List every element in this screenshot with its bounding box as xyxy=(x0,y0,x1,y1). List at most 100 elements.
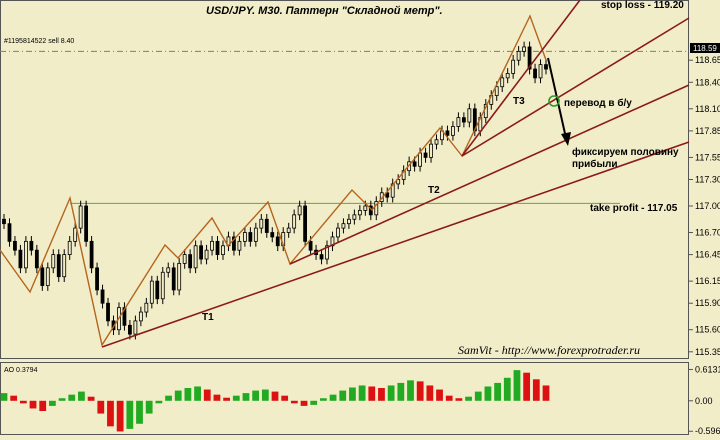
ao-bar xyxy=(116,400,124,432)
candle-body xyxy=(106,302,110,322)
candle-body xyxy=(221,245,225,256)
candle-body xyxy=(45,267,50,286)
candle-body xyxy=(259,218,264,229)
candle-body xyxy=(253,227,258,242)
candle-body xyxy=(242,232,247,242)
price-tick-label: 117.55 xyxy=(695,152,720,162)
candle-body xyxy=(494,86,499,96)
candle-body xyxy=(84,205,89,242)
candle-body xyxy=(237,240,242,251)
candle-body xyxy=(429,143,433,158)
ao-bar xyxy=(39,400,47,412)
ao-bar xyxy=(503,377,511,401)
candle-body xyxy=(210,240,214,251)
price-tick-label: 116.15 xyxy=(695,276,720,286)
price-tick-label: 115.90 xyxy=(695,298,720,308)
price-tick-label: 118.40 xyxy=(695,77,720,87)
price-tick-label: 116.45 xyxy=(695,250,720,260)
trend-label-t1: T1 xyxy=(202,312,214,323)
ao-bar xyxy=(349,387,356,401)
candle-body xyxy=(193,245,198,269)
ao-bar xyxy=(300,400,308,406)
candle-body xyxy=(363,205,368,211)
ao-bar xyxy=(136,400,143,424)
trendline-t1 xyxy=(101,141,690,348)
ao-bar xyxy=(368,386,376,401)
ao-histogram xyxy=(0,370,550,432)
ao-tick-label: -0.596 xyxy=(695,426,720,436)
candle-body xyxy=(188,254,193,269)
order-label: #1195814522 sell 8.40 xyxy=(4,38,74,45)
ao-bar xyxy=(320,398,327,401)
watermark: SamVit - http://www.forexprotrader.ru xyxy=(458,343,640,357)
candle-body xyxy=(347,218,351,225)
ao-bar xyxy=(542,385,550,401)
ao-bar xyxy=(523,372,531,401)
candle-body xyxy=(13,240,17,251)
chart-title: USD/JPY. M30. Паттерн "Складной метр". xyxy=(206,5,443,17)
candle-body xyxy=(7,223,12,242)
candle-body xyxy=(390,183,395,198)
candle-body xyxy=(297,205,302,216)
candle-body xyxy=(56,254,61,278)
ao-bar xyxy=(19,400,27,404)
candle-body xyxy=(292,214,297,229)
ao-bar xyxy=(416,381,424,401)
price-tick-label: 115.35 xyxy=(695,347,720,357)
ao-bar xyxy=(532,379,540,401)
ao-bar xyxy=(474,391,482,401)
ao-bar xyxy=(261,389,269,401)
ao-bar xyxy=(223,397,230,401)
candle-body xyxy=(166,267,171,273)
ao-bar xyxy=(232,395,240,401)
candle-body xyxy=(2,218,6,225)
partial-profit-label-2: прибыли xyxy=(572,158,618,170)
ao-tick-label: 0.00 xyxy=(695,396,713,406)
candle-body xyxy=(155,280,160,300)
trendline-t4 xyxy=(461,0,581,157)
ao-bar xyxy=(436,389,443,401)
candle-body xyxy=(357,210,362,216)
candle-body xyxy=(270,232,275,238)
candle-body xyxy=(374,201,379,216)
ao-bar xyxy=(426,385,434,401)
candle-body xyxy=(325,245,329,260)
trend-label-t2: T2 xyxy=(428,185,440,196)
price-tick-label: 117.00 xyxy=(695,201,720,211)
candle-body xyxy=(467,108,472,123)
take-profit-label: take profit - 117.05 xyxy=(590,203,678,214)
ao-bar xyxy=(213,394,221,401)
candle-body xyxy=(232,236,236,251)
ao-panel-border xyxy=(0,362,689,435)
zigzag-pattern xyxy=(0,14,547,347)
price-panel-border xyxy=(0,0,689,359)
ao-title: AO 0.3794 xyxy=(4,367,38,374)
candle-body xyxy=(423,152,428,158)
ao-bar xyxy=(281,395,289,401)
candle-body xyxy=(34,249,39,269)
candle-body xyxy=(412,161,417,167)
ao-bar xyxy=(339,390,347,401)
ao-bar xyxy=(126,400,134,429)
ao-bar xyxy=(97,400,105,414)
trendline-t3 xyxy=(461,17,690,157)
candle-body xyxy=(451,126,455,136)
ao-bar xyxy=(310,400,318,405)
breakeven-label: перевод в б/у xyxy=(564,97,632,109)
ao-bar xyxy=(465,396,472,401)
ao-bar xyxy=(78,391,85,401)
price-tick-label: 117.85 xyxy=(695,126,720,136)
candle-body xyxy=(385,192,390,198)
candle-body xyxy=(511,59,516,74)
candle-body xyxy=(248,232,253,242)
candle-body xyxy=(51,254,56,269)
price-axis: 118.65 118.40 118.10 117.85 117.55 117.30 117.… xyxy=(689,55,720,357)
ao-bar xyxy=(445,395,453,401)
candle-body xyxy=(133,320,138,335)
ao-bar xyxy=(174,390,182,401)
stop-loss-label: stop loss - 119.20 xyxy=(601,0,684,11)
price-tick-label: 118.10 xyxy=(695,104,720,114)
ao-bar xyxy=(10,395,18,401)
candle-body xyxy=(78,205,83,229)
ao-bar xyxy=(397,382,405,401)
